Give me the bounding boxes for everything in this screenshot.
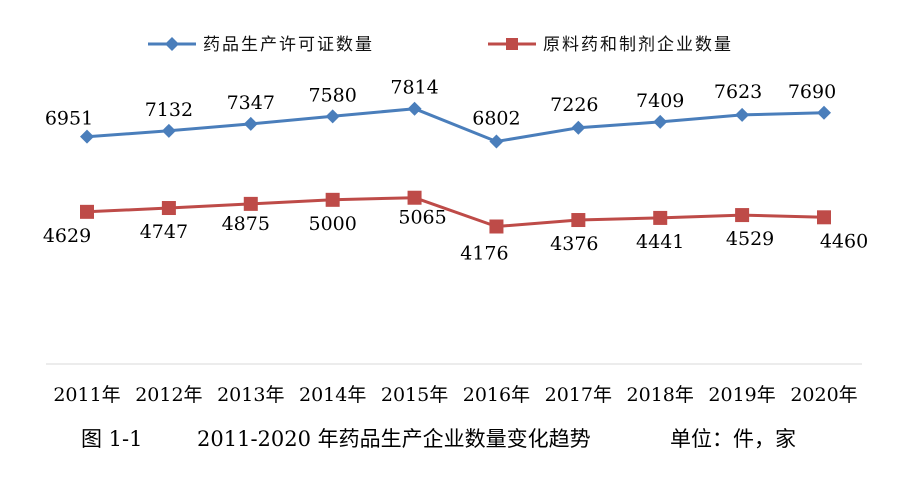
x-axis-tick-labels: 2011年 2012年 2013年 2014年 2015年 2016年 2017年 2018年… [53, 384, 857, 406]
data-label: 4460 [820, 230, 868, 252]
data-label: 7623 [714, 81, 762, 103]
data-point-diamond [80, 129, 94, 144]
data-point-diamond [653, 114, 668, 129]
data-point-diamond [243, 116, 258, 131]
data-label: 7814 [390, 77, 438, 99]
data-point-diamond [325, 109, 340, 124]
data-label: 7347 [227, 92, 275, 114]
x-tick-label: 2016年 [463, 384, 530, 406]
data-point-diamond [735, 107, 750, 122]
data-label: 5065 [398, 207, 446, 229]
data-point-square [817, 210, 831, 225]
x-tick-label: 2018年 [627, 384, 694, 406]
data-point-square [653, 210, 668, 225]
data-point-square [489, 219, 504, 234]
data-label: 5000 [308, 213, 356, 235]
data-label: 7132 [145, 99, 193, 121]
figure-number: 图 1-1 [81, 427, 143, 451]
x-tick-label: 2020年 [790, 384, 857, 406]
legend-label-license: 药品生产许可证数量 [203, 35, 374, 55]
legend-marker-square [506, 38, 518, 50]
data-point-square [735, 208, 750, 223]
series-line-1 [86, 107, 825, 143]
x-tick-label: 2019年 [708, 384, 775, 406]
x-tick-label: 2013年 [217, 384, 284, 406]
legend-marker-diamond [165, 37, 179, 51]
data-label: 4747 [140, 221, 188, 243]
data-point-square [407, 190, 422, 205]
data-point-diamond [489, 134, 504, 149]
data-point-diamond [407, 101, 422, 116]
data-point-square [80, 204, 94, 219]
data-label: 7226 [550, 94, 598, 116]
legend: 药品生产许可证数量 原料药和制剂企业数量 [148, 35, 733, 55]
data-point-diamond [817, 105, 831, 120]
legend-label-enterprise: 原料药和制剂企业数量 [543, 35, 733, 55]
data-label: 6802 [472, 108, 520, 130]
data-label: 7580 [308, 84, 356, 106]
data-point-diamond [571, 120, 586, 135]
series-line-2 [86, 196, 825, 228]
data-point-diamond [161, 123, 176, 138]
data-label: 4176 [460, 243, 508, 265]
data-label: 4875 [222, 213, 270, 235]
x-tick-label: 2012年 [135, 384, 202, 406]
x-tick-label: 2015年 [381, 384, 448, 406]
figure-unit: 单位：件，家 [670, 427, 796, 451]
data-label: 4376 [550, 233, 598, 255]
data-label: 4441 [636, 231, 684, 253]
data-point-square [161, 201, 176, 216]
plot-area: 6951 7132 7347 7580 7814 6802 7226 7409 7623 7690… [43, 77, 868, 265]
data-point-square [243, 196, 258, 211]
figure-title: 2011-2020 年药品生产企业数量变化趋势 [197, 427, 591, 451]
data-label: 7409 [636, 90, 684, 112]
data-point-square [571, 213, 586, 228]
x-tick-label: 2014年 [299, 384, 366, 406]
data-label: 7690 [788, 81, 836, 103]
x-tick-label: 2011年 [53, 384, 120, 406]
data-label: 4529 [726, 228, 774, 250]
data-label: 6951 [45, 108, 93, 130]
data-label: 4629 [43, 225, 91, 247]
data-point-square [325, 192, 340, 207]
x-tick-label: 2017年 [545, 384, 612, 406]
